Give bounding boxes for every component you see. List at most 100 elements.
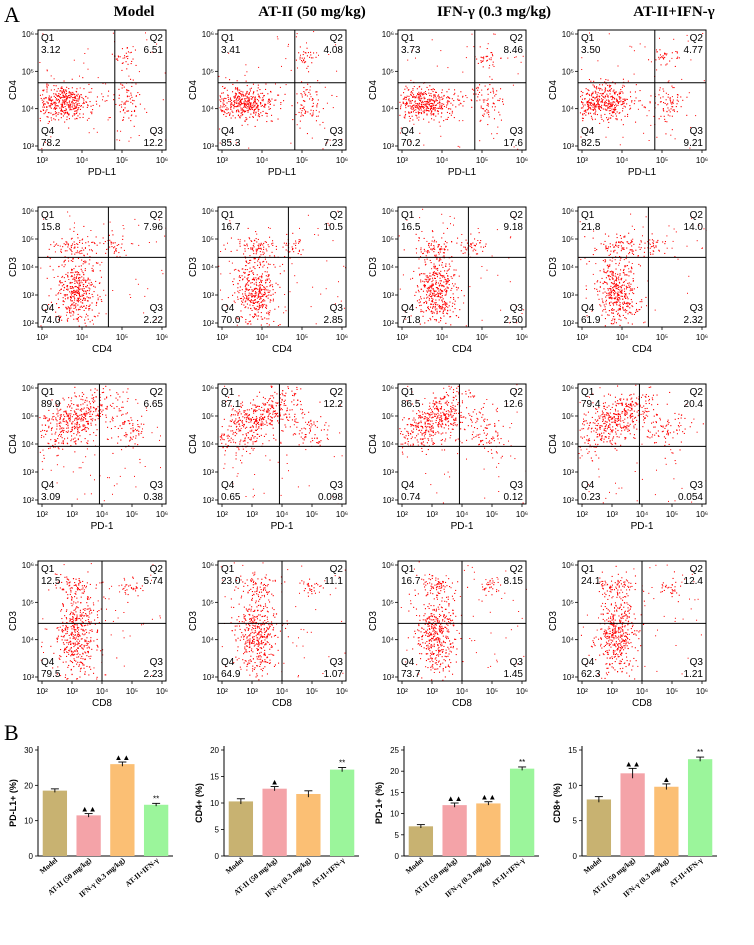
y-tick-label: 10³ bbox=[562, 468, 574, 477]
y-tick-label: 5 bbox=[215, 826, 220, 835]
y-tick-label: 10³ bbox=[562, 142, 574, 151]
quadrant-q1-value: 3.12 bbox=[41, 45, 61, 56]
quadrant-q4-name: Q4 bbox=[41, 657, 55, 668]
quadrant-q4-value: 3.09 bbox=[41, 492, 61, 503]
quadrant-q3-name: Q3 bbox=[510, 126, 524, 137]
y-tick-label: 10⁴ bbox=[22, 440, 35, 449]
x-axis-label: PD-1 bbox=[271, 521, 294, 532]
bar bbox=[654, 786, 679, 856]
y-tick-label: 10⁶ bbox=[22, 30, 34, 39]
y-tick-label: 10³ bbox=[382, 673, 394, 682]
quadrant-q3-value: 1.21 bbox=[684, 669, 704, 680]
quadrant-q4-value: 0.65 bbox=[221, 492, 241, 503]
quadrant-q1-name: Q1 bbox=[401, 564, 415, 575]
y-tick-label: 10³ bbox=[202, 468, 214, 477]
quadrant-q4-value: 71.8 bbox=[401, 315, 421, 326]
y-tick-label: 10⁵ bbox=[382, 412, 394, 421]
quadrant-q3-name: Q3 bbox=[150, 657, 164, 668]
x-tick-label: 10⁶ bbox=[696, 333, 708, 342]
y-tick-label: 10⁵ bbox=[562, 412, 574, 421]
y-tick-label: 30 bbox=[24, 746, 33, 755]
quadrant-q2-name: Q2 bbox=[510, 387, 524, 398]
scatter-dots bbox=[579, 32, 705, 149]
y-tick-label: 10⁶ bbox=[22, 561, 34, 570]
x-tick-label: 10³ bbox=[576, 156, 588, 165]
quadrant-q2-value: 6.51 bbox=[144, 45, 164, 56]
quadrant-q3-value: 1.07 bbox=[324, 669, 344, 680]
bar bbox=[143, 804, 169, 856]
y-axis-label: PD-L1+ (%) bbox=[8, 779, 18, 827]
quadrant-q1-name: Q1 bbox=[221, 210, 235, 221]
quadrant-q2-name: Q2 bbox=[330, 210, 344, 221]
x-tick-label: 10⁶ bbox=[336, 687, 348, 696]
quadrant-q4-name: Q4 bbox=[41, 303, 55, 314]
x-axis-label: CD4 bbox=[92, 344, 112, 355]
quadrant-q1-value: 24.1 bbox=[581, 576, 601, 587]
y-tick-label: 10⁴ bbox=[562, 636, 575, 645]
quadrant-q3-name: Q3 bbox=[690, 480, 704, 491]
scatter-dots bbox=[580, 564, 702, 680]
x-tick-label: 10³ bbox=[396, 156, 408, 165]
x-tick-label: 10² bbox=[36, 687, 48, 696]
quadrant-q3-name: Q3 bbox=[330, 303, 344, 314]
y-tick-label: 10³ bbox=[202, 142, 214, 151]
quadrant-q1-name: Q1 bbox=[581, 387, 595, 398]
quadrant-q2-name: Q2 bbox=[150, 33, 164, 44]
y-tick-label: 10 bbox=[568, 781, 577, 790]
quadrant-q4-name: Q4 bbox=[581, 303, 595, 314]
x-tick-label: 10⁴ bbox=[616, 156, 629, 165]
y-axis-label: CD3 bbox=[188, 257, 199, 277]
x-tick-label: 10³ bbox=[36, 333, 48, 342]
quadrant-q4-name: Q4 bbox=[401, 126, 415, 137]
x-tick-label: 10⁶ bbox=[696, 510, 708, 519]
y-tick-label: 10 bbox=[24, 817, 33, 826]
quadrant-q3-name: Q3 bbox=[510, 303, 524, 314]
y-tick-label: 10⁵ bbox=[202, 412, 214, 421]
x-tick-label: 10³ bbox=[606, 510, 618, 519]
y-tick-label: 10⁵ bbox=[382, 235, 394, 244]
y-tick-label: 10² bbox=[202, 319, 214, 328]
x-tick-label: 10⁶ bbox=[156, 687, 168, 696]
y-tick-label: 0 bbox=[573, 852, 578, 861]
y-tick-label: 5 bbox=[573, 817, 578, 826]
x-tick-label: 10² bbox=[576, 510, 588, 519]
quadrant-q3-name: Q3 bbox=[690, 657, 704, 668]
y-tick-label: 10³ bbox=[382, 291, 394, 300]
x-tick-label: 10⁴ bbox=[616, 333, 629, 342]
x-tick-label: 10⁵ bbox=[296, 333, 308, 342]
x-tick-label: 10⁶ bbox=[516, 156, 528, 165]
x-tick-label: 10⁵ bbox=[296, 156, 308, 165]
quadrant-q4-value: 0.74 bbox=[401, 492, 421, 503]
bar bbox=[476, 803, 501, 856]
x-tick-label: 10⁵ bbox=[306, 687, 318, 696]
x-tick-label: 10³ bbox=[216, 156, 228, 165]
x-tick-label: 10⁶ bbox=[156, 333, 168, 342]
y-tick-label: 10⁵ bbox=[382, 598, 394, 607]
x-tick-label: 10⁶ bbox=[156, 156, 168, 165]
x-tick-label: 10⁵ bbox=[476, 333, 488, 342]
x-axis-label: PD-1 bbox=[631, 521, 654, 532]
quadrant-q2-name: Q2 bbox=[330, 33, 344, 44]
quadrant-q3-value: 2.85 bbox=[324, 315, 344, 326]
significance-mark: ▲▲ bbox=[625, 759, 641, 768]
y-tick-label: 15 bbox=[390, 788, 399, 797]
y-tick-label: 15 bbox=[210, 773, 219, 782]
y-tick-label: 10⁵ bbox=[22, 412, 34, 421]
quadrant-q3-value: 0.098 bbox=[318, 492, 343, 503]
y-tick-label: 10⁶ bbox=[562, 561, 574, 570]
x-tick-label: 10⁴ bbox=[276, 510, 289, 519]
quadrant-q1-name: Q1 bbox=[401, 210, 415, 221]
scatter-dots bbox=[579, 213, 707, 327]
quadrant-q3-value: 2.22 bbox=[144, 315, 164, 326]
x-tick-label: 10⁶ bbox=[516, 510, 528, 519]
quadrant-q3-name: Q3 bbox=[510, 657, 524, 668]
y-tick-label: 10³ bbox=[22, 673, 34, 682]
category-label: Model bbox=[582, 856, 603, 876]
quadrant-q3-name: Q3 bbox=[690, 126, 704, 137]
y-tick-label: 10 bbox=[210, 799, 219, 808]
